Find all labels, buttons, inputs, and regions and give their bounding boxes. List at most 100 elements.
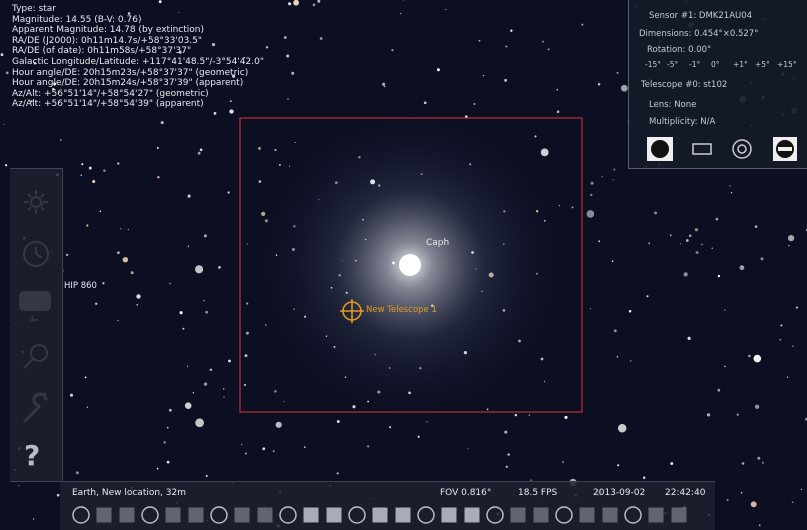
star	[286, 55, 289, 58]
ocular-button[interactable]	[733, 140, 751, 158]
rotation-button[interactable]: -15°	[645, 60, 661, 70]
location: Earth, New location, 32m	[72, 488, 186, 498]
toolbar-button[interactable]	[280, 507, 296, 523]
toolbar-button[interactable]	[534, 508, 548, 522]
left-sidebar: ?	[10, 168, 63, 482]
star	[613, 169, 615, 171]
rotation-button[interactable]: +5°	[755, 60, 770, 70]
ccd-button[interactable]	[647, 137, 673, 161]
star	[718, 275, 720, 277]
star	[618, 424, 627, 433]
star	[510, 30, 512, 32]
star	[508, 453, 510, 455]
star	[261, 212, 265, 216]
toolbar-button[interactable]	[327, 508, 341, 522]
star	[204, 234, 207, 237]
info-line: Az/Alt: +56°51'14"/+58°54'27" (geometric…	[12, 89, 209, 99]
stellarium-screen: Sensor #1: DMK21AU04Dimensions: 0.454°×0…	[0, 0, 807, 529]
star	[60, 139, 62, 141]
star	[157, 147, 159, 149]
star	[33, 518, 34, 519]
star	[206, 475, 208, 477]
star	[92, 180, 95, 183]
star	[759, 524, 761, 526]
star	[796, 307, 798, 309]
toolbar-button[interactable]	[556, 507, 572, 523]
star	[87, 406, 88, 407]
toolbar-button[interactable]	[603, 508, 617, 522]
toolbar-button[interactable]	[625, 507, 641, 523]
star	[167, 461, 170, 464]
telrad-button[interactable]	[693, 144, 711, 154]
toolbar-button[interactable]	[211, 507, 227, 523]
star	[136, 294, 140, 298]
toolbar-button[interactable]	[235, 508, 249, 522]
toolbar-button[interactable]	[304, 508, 318, 522]
star	[792, 346, 793, 347]
star	[85, 376, 87, 378]
star	[117, 251, 120, 254]
multiplicity: Multiplicity: N/A	[649, 117, 715, 127]
toolbar-button[interactable]	[418, 507, 434, 523]
rotation-button[interactable]: -1°	[689, 60, 700, 70]
toolbar-button[interactable]	[511, 508, 525, 522]
bright-star[interactable]	[399, 254, 421, 276]
toolbar-button[interactable]	[487, 507, 503, 523]
config-button[interactable]	[773, 137, 797, 161]
toolbar-button[interactable]	[672, 508, 686, 522]
star	[701, 244, 702, 245]
toolbar-button[interactable]	[396, 508, 410, 522]
star	[185, 402, 192, 409]
lens-name: Lens: None	[649, 100, 696, 110]
star	[479, 40, 481, 42]
toolbar-button[interactable]	[442, 508, 456, 522]
star	[163, 441, 165, 443]
star	[548, 48, 550, 50]
star	[76, 471, 79, 474]
toolbar-button[interactable]	[580, 508, 594, 522]
star	[542, 41, 544, 43]
panel-buttons	[629, 132, 807, 172]
star	[688, 337, 691, 340]
rotation-button[interactable]: +15°	[777, 60, 797, 70]
star	[157, 468, 159, 470]
star	[562, 461, 564, 463]
star	[241, 444, 242, 445]
star	[212, 43, 215, 46]
toolbar-button[interactable]	[166, 508, 180, 522]
toolbar-button[interactable]	[120, 508, 134, 522]
help-icon[interactable]: ?	[24, 441, 40, 471]
rotation-button[interactable]: -5°	[667, 60, 678, 70]
toolbar-button[interactable]	[258, 508, 272, 522]
star	[621, 85, 628, 92]
star	[100, 211, 102, 213]
star	[204, 383, 207, 386]
time: 22:42:40	[665, 488, 705, 498]
star	[787, 377, 788, 378]
star	[228, 191, 230, 193]
star	[258, 147, 261, 150]
star	[245, 354, 248, 357]
info-line: Magnitude: 14.55 (B-V: 0.76)	[12, 15, 141, 25]
star	[131, 271, 134, 274]
star	[696, 251, 699, 254]
star	[367, 445, 369, 447]
toolbar-button[interactable]	[73, 507, 89, 523]
star	[320, 37, 323, 40]
star	[218, 266, 221, 269]
toolbar-button[interactable]	[349, 507, 365, 523]
star	[210, 369, 213, 372]
rotation-button[interactable]: +1°	[733, 60, 748, 70]
star	[57, 494, 60, 497]
toolbar-button[interactable]	[97, 508, 111, 522]
star	[275, 149, 277, 151]
rotation-button[interactable]: 0°	[711, 60, 720, 70]
star	[534, 135, 536, 137]
toolbar-button[interactable]	[465, 508, 479, 522]
toolbar-button[interactable]	[189, 508, 203, 522]
star	[731, 192, 733, 194]
toolbar-button[interactable]	[142, 507, 158, 523]
toolbar-button[interactable]	[373, 508, 387, 522]
star	[245, 452, 247, 454]
toolbar-button[interactable]	[649, 508, 663, 522]
